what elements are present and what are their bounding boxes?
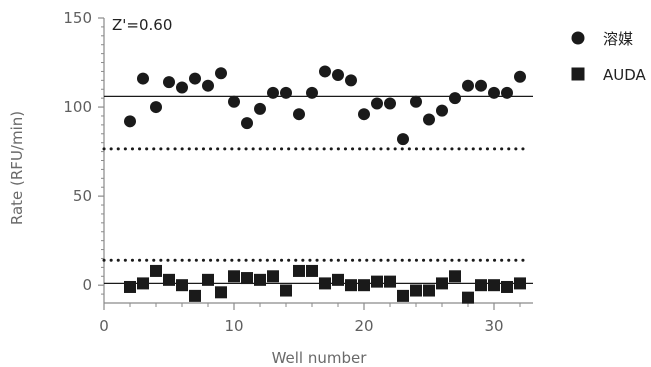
data-point-square [475, 279, 487, 292]
data-point-circle [254, 102, 266, 115]
data-point-circle [397, 133, 409, 146]
data-point-circle [449, 92, 461, 105]
data-point-square [410, 284, 422, 297]
data-point-circle [150, 101, 162, 114]
data-point-square [436, 277, 448, 290]
data-point-circle [228, 95, 240, 108]
data-point-circle [423, 113, 435, 126]
data-point-square [150, 264, 162, 277]
y-tick-label: 0 [82, 276, 92, 294]
legend-marker-square [571, 67, 585, 81]
data-point-circle [475, 79, 487, 92]
data-point-circle [332, 69, 344, 81]
x-axis-title: Well number [272, 349, 368, 367]
legend-label-vehicle: 溶媒 [603, 30, 633, 48]
data-point-circle [163, 76, 175, 89]
data-point-square [176, 279, 188, 292]
data-point-circle [319, 65, 331, 78]
data-point-square [254, 273, 266, 286]
legend-label-auda: AUDA [603, 66, 647, 84]
data-point-circle [345, 74, 357, 87]
data-point-square [241, 272, 253, 285]
data-point-circle [241, 117, 253, 130]
data-point-circle [488, 86, 500, 99]
data-point-square [189, 289, 201, 302]
data-point-circle [189, 72, 201, 85]
data-point-square [371, 275, 383, 288]
data-point-circle [371, 97, 383, 110]
data-point-square [514, 277, 526, 290]
data-point-circle [384, 97, 396, 110]
data-point-square [397, 289, 409, 302]
data-point-circle [176, 81, 188, 94]
data-point-square [163, 273, 175, 286]
data-point-square [345, 279, 357, 292]
x-tick-label: 0 [99, 317, 109, 335]
data-point-circle [202, 79, 214, 92]
data-point-square [293, 264, 305, 277]
data-point-circle [410, 95, 422, 108]
data-point-square [215, 286, 227, 299]
data-point-square [137, 277, 149, 290]
data-point-square [306, 264, 318, 277]
data-point-square [358, 279, 370, 292]
data-point-circle [462, 79, 474, 92]
data-point-circle [124, 115, 136, 128]
data-point-circle [436, 104, 448, 117]
y-tick-label: 100 [63, 98, 92, 116]
data-point-circle [293, 108, 305, 121]
data-point-circle [501, 86, 513, 99]
y-axis-title: Rate (RFU/min) [8, 111, 26, 225]
legend-marker-circle [571, 31, 585, 45]
data-point-square [384, 275, 396, 288]
data-point-square [501, 280, 513, 293]
data-point-square [202, 273, 214, 286]
data-point-square [332, 273, 344, 286]
z-prime-annotation: Z'=0.60 [112, 16, 172, 34]
data-point-square [449, 270, 461, 283]
data-point-circle [514, 70, 526, 83]
data-point-square [488, 279, 500, 292]
data-point-square [124, 280, 136, 293]
y-tick-label: 50 [73, 187, 92, 205]
data-point-square [228, 270, 240, 283]
data-point-circle [358, 108, 370, 121]
data-point-circle [215, 67, 227, 80]
data-point-square [267, 270, 279, 283]
data-point-circle [280, 86, 292, 99]
data-point-square [423, 284, 435, 297]
data-point-square [319, 277, 331, 290]
data-point-circle [267, 86, 279, 99]
x-tick-label: 30 [484, 317, 503, 335]
data-point-square [462, 291, 474, 304]
data-point-circle [306, 86, 318, 99]
data-point-square [280, 284, 292, 297]
x-tick-label: 10 [224, 317, 243, 335]
legend: 溶媒 AUDA [571, 30, 647, 84]
data-point-circle [137, 72, 149, 85]
y-tick-label: 150 [63, 9, 92, 27]
x-tick-label: 20 [354, 317, 373, 335]
plot-area: 0 50 100 150 0 10 20 30 [63, 9, 533, 335]
